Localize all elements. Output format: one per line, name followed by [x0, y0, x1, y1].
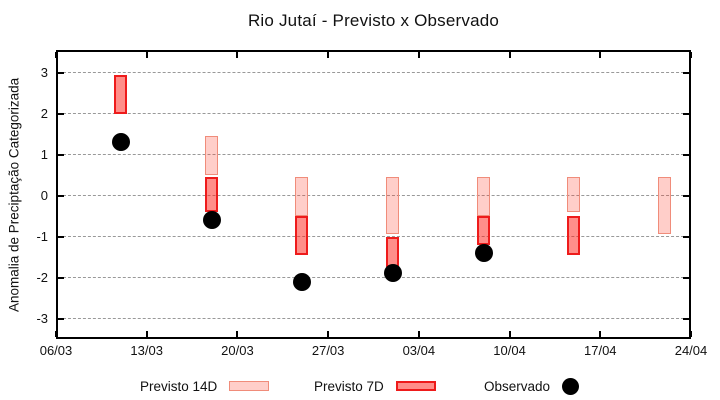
y-tick-mark: [683, 317, 689, 320]
y-tick-mark: [683, 194, 689, 197]
x-tick-label: 24/04: [674, 343, 708, 358]
y-tick-mark: [58, 235, 64, 238]
legend-item-previsto-14d: Previsto 14D: [140, 376, 270, 396]
bar-previsto-14d: [567, 177, 581, 212]
y-gridline: [58, 236, 689, 238]
x-tick-mark: [508, 52, 511, 58]
x-tick-mark: [508, 331, 511, 337]
bar-previsto-14d: [295, 177, 309, 216]
x-tick-mark: [327, 52, 330, 58]
y-tick-label: -3: [36, 310, 48, 326]
y-tick-label: -2: [36, 269, 48, 285]
bar-previsto-7d: [295, 216, 309, 255]
y-tick-mark: [683, 276, 689, 279]
y-tick-mark: [58, 276, 64, 279]
y-gridline: [58, 318, 689, 319]
y-tick-label: 2: [40, 105, 48, 121]
y-tick-mark: [58, 153, 64, 156]
x-tick-mark: [599, 52, 602, 58]
bar-previsto-14d: [385, 177, 399, 235]
y-gridline: [58, 195, 689, 197]
y-tick-mark: [683, 235, 689, 238]
x-tick-label: 13/03: [130, 343, 163, 358]
y-tick-label: 1: [40, 146, 48, 162]
observado-dot-icon: [562, 377, 580, 395]
observado-dot: [383, 264, 402, 283]
y-tick-mark: [58, 112, 64, 115]
bar-previsto-14d: [204, 136, 218, 176]
x-tick-mark: [236, 52, 239, 58]
y-gridline: [58, 277, 689, 278]
y-gridline: [58, 72, 689, 74]
y-tick-label: -1: [36, 228, 48, 244]
observado-dot: [111, 133, 130, 152]
x-tick-mark: [327, 331, 330, 337]
x-tick-label: 03/04: [402, 343, 436, 358]
x-tick-label: 10/04: [493, 343, 526, 358]
x-tick-mark: [690, 52, 692, 58]
bar-previsto-7d: [204, 177, 218, 212]
y-gridline: [58, 113, 689, 115]
y-tick-mark: [683, 71, 689, 74]
legend-item-observado: Observado: [484, 376, 580, 396]
x-tick-mark: [417, 331, 420, 337]
y-tick-mark: [58, 71, 64, 74]
legend-label-previsto-7d: Previsto 7D: [314, 378, 384, 394]
y-tick-mark: [683, 153, 689, 156]
previsto-14d-swatch-icon: [229, 381, 270, 391]
x-tick-mark: [690, 331, 692, 337]
x-tick-mark: [236, 331, 239, 337]
x-tick-mark: [145, 331, 148, 337]
observado-dot: [474, 243, 493, 262]
x-tick-label: 20/03: [221, 343, 254, 358]
bar-previsto-7d: [113, 74, 127, 114]
bar-previsto-7d: [385, 236, 399, 268]
bar-previsto-7d: [476, 216, 490, 245]
observado-dot: [293, 272, 312, 291]
y-tick-label: 0: [40, 187, 48, 203]
plot-border: [56, 50, 691, 339]
bar-previsto-14d: [476, 177, 490, 216]
x-tick-label: 27/03: [311, 343, 345, 358]
x-tick-label: 17/04: [584, 343, 617, 358]
plot-area: [55, 50, 692, 339]
y-gridline: [58, 154, 689, 156]
x-tick-mark: [145, 52, 148, 58]
x-tick-label: 06/03: [39, 343, 73, 358]
previsto-7d-swatch-icon: [395, 381, 436, 391]
y-tick-mark: [58, 317, 64, 320]
legend-label-observado: Observado: [484, 378, 551, 394]
chart-title: Rio Jutaí - Previsto x Observado: [247, 11, 500, 30]
y-tick-label: 3: [40, 64, 48, 80]
legend-item-previsto-7d: Previsto 7D: [314, 376, 436, 396]
x-tick-mark: [417, 52, 420, 58]
observado-dot: [202, 211, 221, 230]
y-tick-mark: [58, 194, 64, 197]
x-tick-mark: [599, 331, 602, 337]
legend-label-previsto-14d: Previsto 14D: [140, 378, 218, 394]
bar-previsto-7d: [567, 216, 581, 255]
y-tick-mark: [683, 112, 689, 115]
bar-previsto-14d: [658, 177, 672, 235]
